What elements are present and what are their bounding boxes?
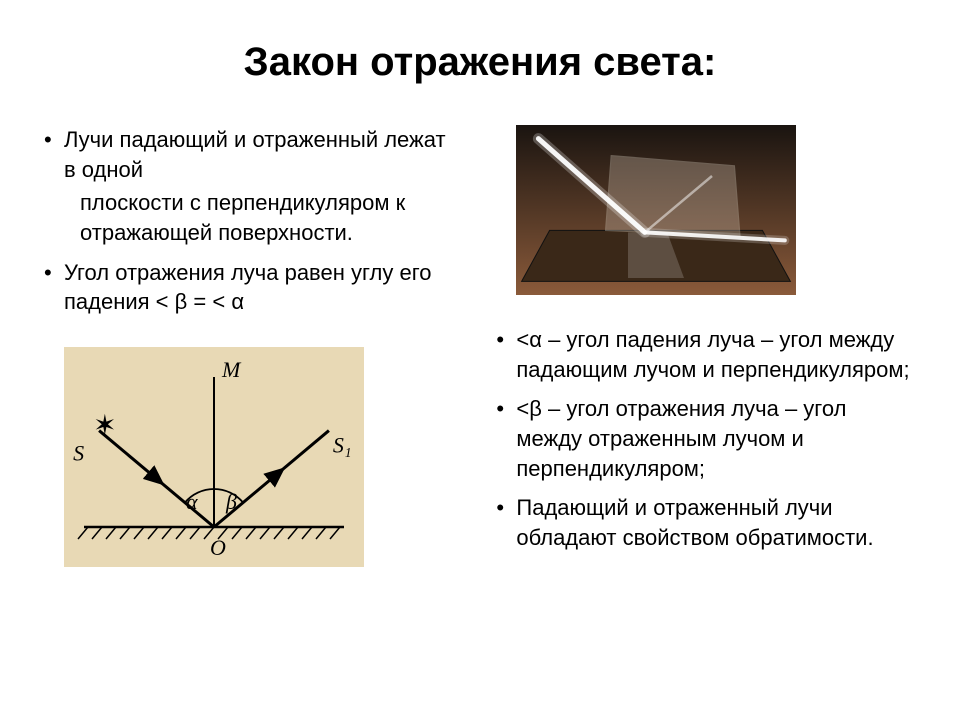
left-column: Лучи падающий и отраженный лежат в одной… [40, 125, 462, 567]
svg-text:M: M [221, 357, 242, 382]
page-title: Закон отражения света: [40, 40, 920, 85]
svg-text:α: α [186, 489, 198, 514]
left-bullets: Лучи падающий и отраженный лежат в одной… [40, 125, 462, 327]
reflection-photo-svg [516, 125, 796, 295]
right-column: <α – угол падения луча – угол между пада… [492, 125, 914, 567]
svg-text:β: β [225, 489, 237, 514]
svg-text:O: O [210, 535, 226, 560]
right-bullet-3: Падающий и отраженный лучи обладают свой… [492, 493, 914, 552]
content-columns: Лучи падающий и отраженный лежат в одной… [40, 125, 920, 567]
svg-text:S: S [73, 441, 84, 466]
reflection-diagram-svg: ✶ S S₁ M Oα β [64, 347, 364, 567]
right-bullet-2: <β – угол отражения луча – угол между от… [492, 394, 914, 483]
left-bullet-1: Лучи падающий и отраженный лежат в одной [40, 125, 462, 184]
svg-text:S₁: S₁ [333, 433, 352, 458]
left-bullet-2: Угол отражения луча равен углу его паден… [40, 258, 462, 317]
reflection-diagram: ✶ S S₁ M Oα β [64, 347, 462, 567]
reflection-photo [516, 125, 914, 295]
svg-text:✶: ✶ [93, 410, 116, 441]
right-bullet-1: <α – угол падения луча – угол между пада… [492, 325, 914, 384]
left-bullet-1-cont: плоскости с перпендикуляром к отражающей… [40, 188, 462, 247]
right-bullets: <α – угол падения луча – угол между пада… [492, 325, 914, 563]
